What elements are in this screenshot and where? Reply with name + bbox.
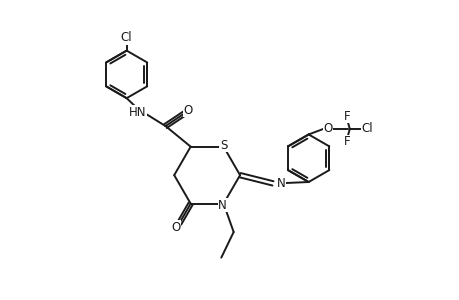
Text: F: F bbox=[343, 110, 350, 123]
Text: N: N bbox=[218, 199, 227, 212]
Text: N: N bbox=[276, 177, 285, 190]
Text: Cl: Cl bbox=[361, 122, 372, 136]
Text: O: O bbox=[183, 103, 192, 117]
Text: O: O bbox=[171, 220, 180, 234]
Text: Cl: Cl bbox=[121, 31, 132, 44]
Text: S: S bbox=[219, 139, 227, 152]
Text: F: F bbox=[343, 135, 350, 148]
Text: O: O bbox=[323, 122, 332, 136]
Text: HN: HN bbox=[129, 106, 146, 119]
